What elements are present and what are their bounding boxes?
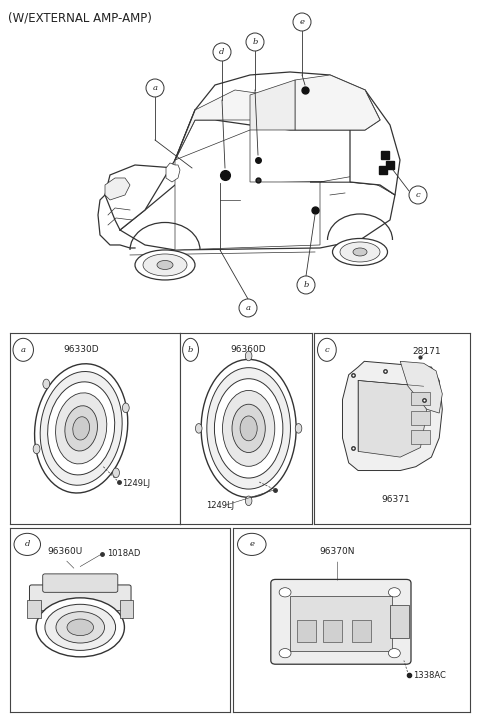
Text: (W/EXTERNAL AMP-AMP): (W/EXTERNAL AMP-AMP) [8,12,152,25]
Polygon shape [400,362,443,413]
Ellipse shape [35,364,128,493]
Circle shape [409,186,427,204]
Circle shape [213,43,231,61]
Ellipse shape [45,604,116,651]
Circle shape [238,534,266,555]
Text: a: a [245,304,251,312]
Ellipse shape [143,254,187,276]
Polygon shape [166,163,180,182]
Circle shape [146,79,164,97]
Polygon shape [310,175,395,195]
Circle shape [245,351,252,361]
Bar [297,620,316,642]
Circle shape [297,276,315,294]
Polygon shape [175,72,380,160]
Circle shape [182,338,199,362]
Ellipse shape [33,444,40,454]
Polygon shape [105,178,130,200]
Ellipse shape [122,403,129,413]
Text: 1249LJ: 1249LJ [122,479,150,489]
Polygon shape [295,75,380,130]
Ellipse shape [135,250,195,280]
Bar [120,599,133,618]
Bar [411,392,430,406]
Circle shape [293,13,311,31]
Bar [351,620,371,642]
Text: c: c [416,191,420,199]
Text: c: c [324,346,329,354]
Circle shape [201,359,296,497]
Text: 28171: 28171 [412,347,441,356]
Circle shape [215,379,283,478]
Polygon shape [358,380,427,457]
Ellipse shape [48,382,115,475]
Bar [323,620,342,642]
Ellipse shape [56,393,107,464]
Bar [27,599,40,618]
Ellipse shape [40,372,122,485]
Polygon shape [175,90,270,160]
Ellipse shape [43,379,50,389]
Text: b: b [303,281,309,289]
FancyBboxPatch shape [271,579,411,664]
FancyBboxPatch shape [43,574,118,592]
Polygon shape [105,150,230,230]
Circle shape [223,390,275,466]
Polygon shape [350,90,400,195]
Text: 1249LJ: 1249LJ [206,500,235,510]
Bar [411,411,430,424]
Polygon shape [250,80,295,130]
Text: 96360D: 96360D [231,346,266,354]
Circle shape [318,338,336,362]
Text: e: e [249,540,254,548]
Text: b: b [252,38,258,46]
Circle shape [388,649,400,658]
Bar [411,430,430,444]
Circle shape [245,496,252,505]
Text: 96370N: 96370N [320,547,355,556]
Text: 1338AC: 1338AC [413,671,446,680]
Ellipse shape [113,468,120,478]
Ellipse shape [65,406,97,451]
Circle shape [13,338,34,362]
Text: 96330D: 96330D [63,346,99,354]
Circle shape [279,588,291,597]
Ellipse shape [67,619,94,636]
Circle shape [240,416,257,441]
Ellipse shape [340,242,380,262]
Ellipse shape [353,248,367,256]
Polygon shape [175,130,320,250]
Text: a: a [153,84,157,92]
Text: a: a [21,346,26,354]
Circle shape [246,33,264,51]
Text: e: e [300,18,304,26]
Circle shape [239,299,257,317]
Circle shape [295,424,302,433]
Ellipse shape [333,239,387,265]
Ellipse shape [73,416,90,440]
Circle shape [207,368,290,489]
Circle shape [232,404,265,453]
Circle shape [195,424,202,433]
FancyBboxPatch shape [29,585,131,611]
Polygon shape [343,362,443,471]
Bar [390,605,408,638]
Ellipse shape [56,612,105,643]
Circle shape [14,534,40,555]
Text: 1018AD: 1018AD [107,549,140,558]
Text: d: d [219,48,225,56]
Text: d: d [24,540,30,548]
Ellipse shape [157,260,173,270]
Bar [290,596,392,651]
Text: 96371: 96371 [381,495,410,504]
Circle shape [279,649,291,658]
Text: b: b [188,346,193,354]
Text: 96360U: 96360U [47,547,83,556]
Circle shape [388,588,400,597]
Ellipse shape [36,598,124,656]
